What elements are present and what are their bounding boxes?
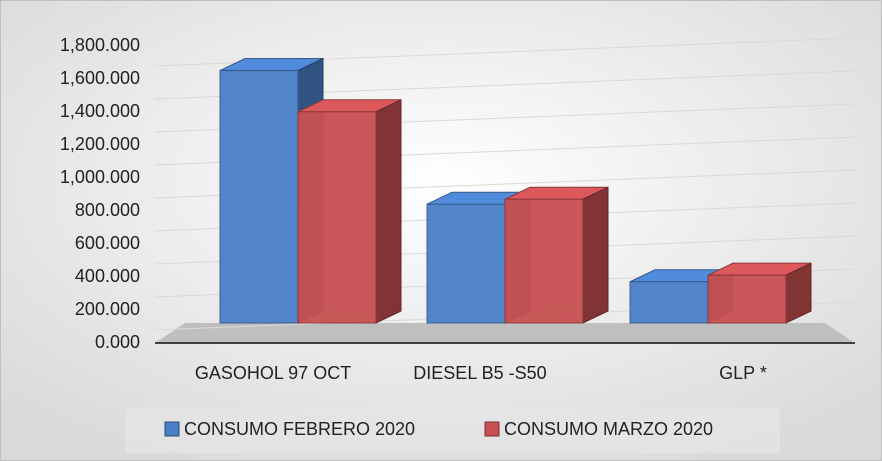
y-tick-label: 1,800.000	[60, 35, 140, 55]
bar	[504, 198, 584, 324]
bar	[629, 281, 709, 324]
y-tick-label: 1,000.000	[60, 167, 140, 187]
y-tick-label: 200.000	[75, 299, 140, 319]
x-tick-label: GLP *	[719, 363, 767, 383]
bar	[426, 203, 506, 324]
legend-swatch	[484, 421, 500, 437]
bar	[219, 70, 299, 324]
x-tick-label: DIESEL B5 -S50	[413, 363, 546, 383]
legend-label: CONSUMO FEBRERO 2020	[184, 419, 415, 439]
y-tick-label: 400.000	[75, 266, 140, 286]
bar	[707, 274, 787, 324]
y-tick-label: 1,200.000	[60, 134, 140, 154]
y-tick-label: 800.000	[75, 200, 140, 220]
legend-label: CONSUMO MARZO 2020	[504, 419, 713, 439]
y-tick-label: 600.000	[75, 233, 140, 253]
y-tick-label: 1,400.000	[60, 101, 140, 121]
bar	[297, 111, 377, 324]
y-tick-label: 0.000	[95, 332, 140, 352]
floor	[155, 323, 855, 343]
legend-swatch	[164, 421, 180, 437]
bar-side	[582, 186, 609, 324]
x-tick-label: GASOHOL 97 OCT	[195, 363, 351, 383]
legend-box	[125, 407, 780, 453]
y-tick-label: 1,600.000	[60, 68, 140, 88]
bar-side	[375, 99, 402, 324]
